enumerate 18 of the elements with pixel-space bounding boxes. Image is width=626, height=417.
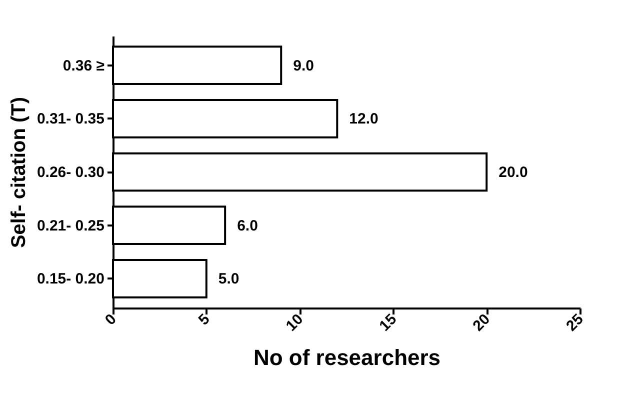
y-tick-label: 0.21- 0.25: [36, 217, 104, 234]
x-axis-title: No of researchers: [253, 344, 441, 370]
y-tick-label: 0.36 ≥: [62, 57, 104, 74]
y-tick-label: 0.15- 0.20: [36, 270, 104, 288]
x-tick-label: 0: [102, 310, 120, 329]
data-label: 12.0: [349, 110, 378, 128]
data-label: 5.0: [218, 270, 240, 288]
data-label: 20.0: [498, 164, 528, 181]
x-tick-label: 5: [195, 310, 214, 329]
y-axis-title: Self- citation (T): [8, 96, 30, 248]
data-label: 6.0: [237, 217, 258, 234]
x-tick-label: 20: [470, 310, 494, 335]
x-tick-label: 10: [282, 310, 307, 335]
data-label: 9.0: [293, 57, 314, 74]
x-tick-label: 15: [376, 310, 400, 335]
y-tick-label: 0.31- 0.35: [36, 110, 104, 128]
x-tick-label: 25: [563, 310, 587, 335]
y-tick-label: 0.26- 0.30: [36, 164, 104, 181]
